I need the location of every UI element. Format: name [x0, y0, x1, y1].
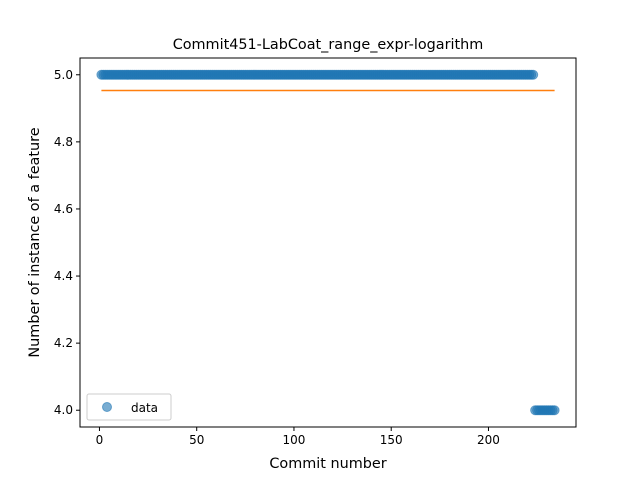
x-tick-label: 200: [477, 433, 500, 447]
y-tick-label: 4.8: [54, 135, 73, 149]
plot-frame: [79, 57, 577, 428]
y-tick-label: 4.2: [54, 336, 73, 350]
x-tick-label: 50: [189, 433, 204, 447]
legend-marker-data: [102, 402, 112, 412]
data-point: [549, 405, 560, 416]
x-axis-label: Commit number: [269, 456, 386, 472]
y-tick-label: 4.6: [54, 202, 73, 216]
y-axis-ticks: 4.0 4.2 4.4 4.6 4.8 5.0: [54, 68, 80, 417]
y-tick-label: 5.0: [54, 68, 73, 82]
y-axis-label: Number of instance of a feature: [27, 127, 43, 357]
x-axis-ticks: 0 50 100 150 200: [96, 427, 500, 447]
legend-box: [86, 393, 172, 421]
legend: data: [86, 393, 172, 421]
plot-layer: [96, 69, 560, 416]
x-tick-label: 150: [380, 433, 403, 447]
y-tick-label: 4.0: [54, 403, 73, 417]
y-tick-label: 4.4: [54, 269, 73, 283]
legend-label-data: data: [131, 401, 158, 415]
chart-title: Commit451-LabCoat_range_expr-logarithm: [173, 37, 484, 53]
x-tick-label: 0: [96, 433, 104, 447]
x-tick-label: 100: [283, 433, 306, 447]
data-point: [528, 69, 539, 80]
